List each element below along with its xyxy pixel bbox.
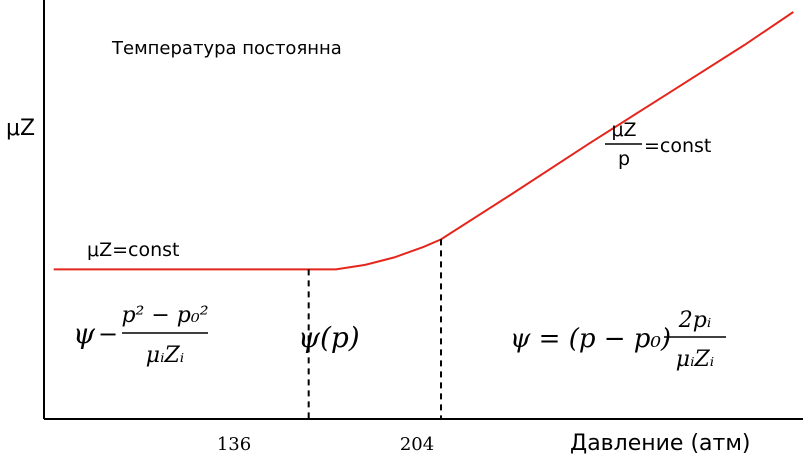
- x-axis-label: Давление (атм): [570, 431, 751, 456]
- region1-numerator: p² − p₀²: [121, 303, 208, 328]
- region3-numerator: 2pᵢ: [678, 308, 712, 333]
- annotation-fraction-eq: =const: [644, 135, 711, 157]
- chart-title: Температура постоянна: [111, 38, 342, 59]
- region3-denominator: μᵢZᵢ: [676, 347, 714, 372]
- region2-formula: ψ(p): [298, 321, 360, 354]
- region1-denominator: μᵢZᵢ: [146, 343, 184, 368]
- region3-lhs: ψ = (p − p₀): [510, 324, 671, 354]
- annotation-muz-const: μZ=const: [87, 239, 180, 261]
- x-tick-label: 204: [400, 434, 434, 455]
- series-line: [53, 11, 794, 271]
- region1-psi: ψ: [73, 317, 96, 350]
- annotation-fraction-num: μZ: [611, 119, 636, 141]
- x-tick-label: 136: [217, 434, 251, 455]
- y-axis-label: μZ: [6, 116, 35, 141]
- region1-op: −: [98, 320, 118, 348]
- annotation-fraction-den: p: [618, 148, 630, 170]
